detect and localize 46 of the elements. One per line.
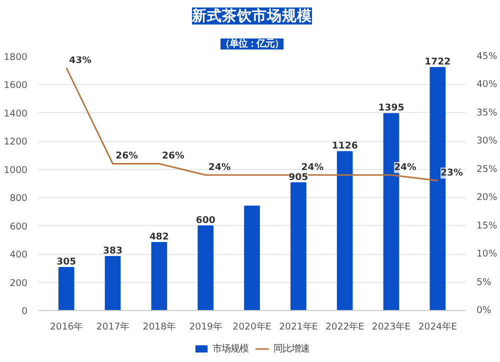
data-label: 26% [162, 150, 185, 162]
legend-label: 市场规模 [212, 342, 248, 355]
y2-tick-label: 0% [476, 305, 492, 316]
y2-tick-label: 5% [476, 276, 492, 288]
y-tick-label: 0 [22, 306, 28, 317]
y-tick-label: 1800 [4, 52, 28, 63]
y-tick-label: 200 [10, 278, 28, 289]
x-tick-label: 2019年 [189, 322, 222, 332]
legend-label: 同比增速 [274, 342, 310, 355]
y-tick-label: 1400 [4, 108, 28, 120]
x-tick-label: 2017年 [96, 322, 130, 332]
y2-tick-label: 40% [476, 79, 498, 90]
data-label: 482 [149, 231, 169, 242]
data-label: 305 [56, 256, 76, 268]
data-label: 1395 [378, 102, 404, 114]
chart-subtitle: （单位：亿元） [220, 38, 284, 50]
data-label: 24% [208, 162, 232, 174]
y2-tick-label: 20% [476, 192, 498, 204]
data-label: 26% [116, 150, 139, 162]
data-label: 600 [196, 214, 216, 226]
x-tick-label: 2023年E [372, 322, 411, 332]
y-tick-label: 1000 [4, 164, 28, 176]
y2-tick-label: 30% [476, 136, 498, 147]
x-tick-label: 2020年E [232, 322, 272, 332]
data-label: 23% [440, 168, 464, 179]
y2-tick-label: 10% [476, 248, 498, 260]
y-tick-label: 600 [10, 221, 28, 232]
y2-tick-label: 35% [476, 107, 498, 118]
y-tick-label: 800 [10, 193, 28, 204]
chart-title: 新式茶饮市场规模 [191, 6, 312, 24]
data-label: 1126 [332, 140, 358, 152]
y-tick-label: 1600 [4, 80, 28, 92]
y-tick-label: 400 [10, 250, 28, 261]
x-tick-label: 2018年 [142, 322, 176, 332]
y2-tick-label: 45% [476, 51, 498, 62]
x-tick-label: 2021年E [279, 322, 318, 332]
data-label: 1722 [424, 56, 451, 68]
y-tick-label: 1200 [4, 136, 28, 148]
data-label: 24% [301, 162, 324, 174]
x-tick-label: 2016年 [50, 322, 83, 332]
data-label: 24% [394, 162, 418, 174]
x-tick-label: 2022年E [326, 322, 364, 332]
y2-tick-label: 25% [476, 164, 498, 175]
y2-tick-label: 15% [476, 220, 498, 232]
x-tick-label: 2024年E [418, 322, 458, 332]
data-label: 383 [103, 245, 123, 256]
